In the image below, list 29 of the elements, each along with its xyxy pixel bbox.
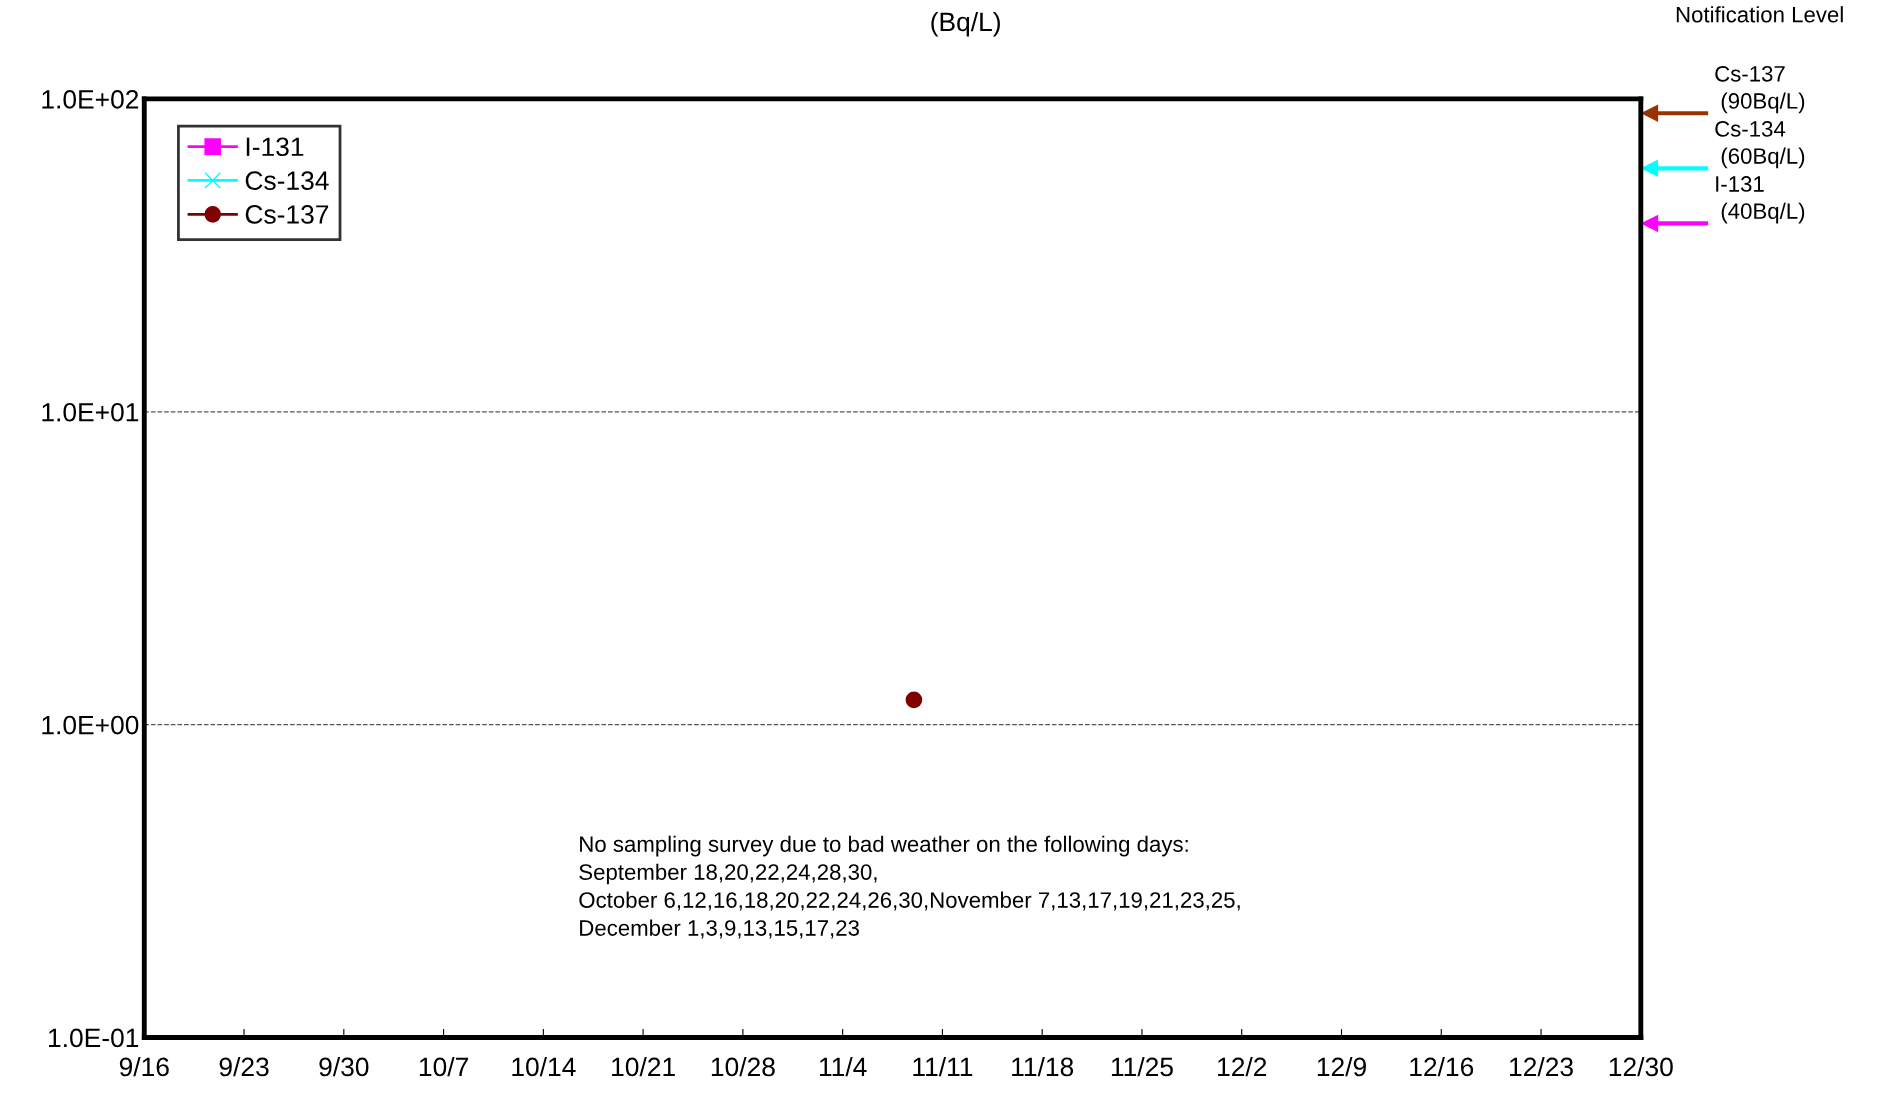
y-tick-label: 1.0E+02 [42,90,139,109]
x-tick-label: 10/28 [711,1056,775,1077]
x-tick-label: 12/9 [1317,1056,1366,1077]
y-tick-label: 1.0E-01 [49,1028,139,1048]
x-tick-label: 12/23 [1510,1056,1573,1077]
annotation: No sampling survey due to bad weather on the following days: September 18,20,22,24,28,30, October 6,12,16,18,20,22,24,26,30,November 7,13,17,19,21,23,25, December 1,3,9,13,15,17,23 [579,835,1240,939]
chart-title: (Bq/L) [931,11,1000,37]
legend-label: Cs-137 [245,205,329,224]
x-tick-label: 12/30 [1609,1056,1673,1077]
ref-line-label: Cs-134 (60Bq/L) [1715,121,1805,169]
ref-line-label: Cs-137 (90Bq/L) [1715,65,1805,114]
y-tick-label: 1.0E+01 [42,402,139,422]
x-tick-label: 9/23 [219,1056,269,1077]
x-tick-label: 11/4 [819,1056,867,1077]
x-tick-label: 12/16 [1410,1056,1474,1077]
x-tick-label: 12/2 [1218,1056,1267,1077]
x-tick-label: 9/16 [119,1056,169,1077]
x-tick-label: 11/25 [1111,1056,1173,1077]
x-tick-label: 10/14 [512,1056,576,1077]
text: Notification Level [1676,6,1843,23]
x-tick-label: 11/18 [1012,1056,1074,1077]
y-tick-label: 1.0E+00 [42,715,139,735]
x-tick-label: 11/11 [913,1056,973,1077]
legend-label: I-131 [246,137,304,157]
x-tick-label: 10/21 [612,1056,675,1077]
x-tick-label: 10/7 [419,1056,468,1077]
x-tick-label: 9/30 [319,1056,369,1077]
ref-line-label: I-131 (40Bq/L) [1716,176,1805,224]
legend-label: Cs-134 [245,171,329,190]
